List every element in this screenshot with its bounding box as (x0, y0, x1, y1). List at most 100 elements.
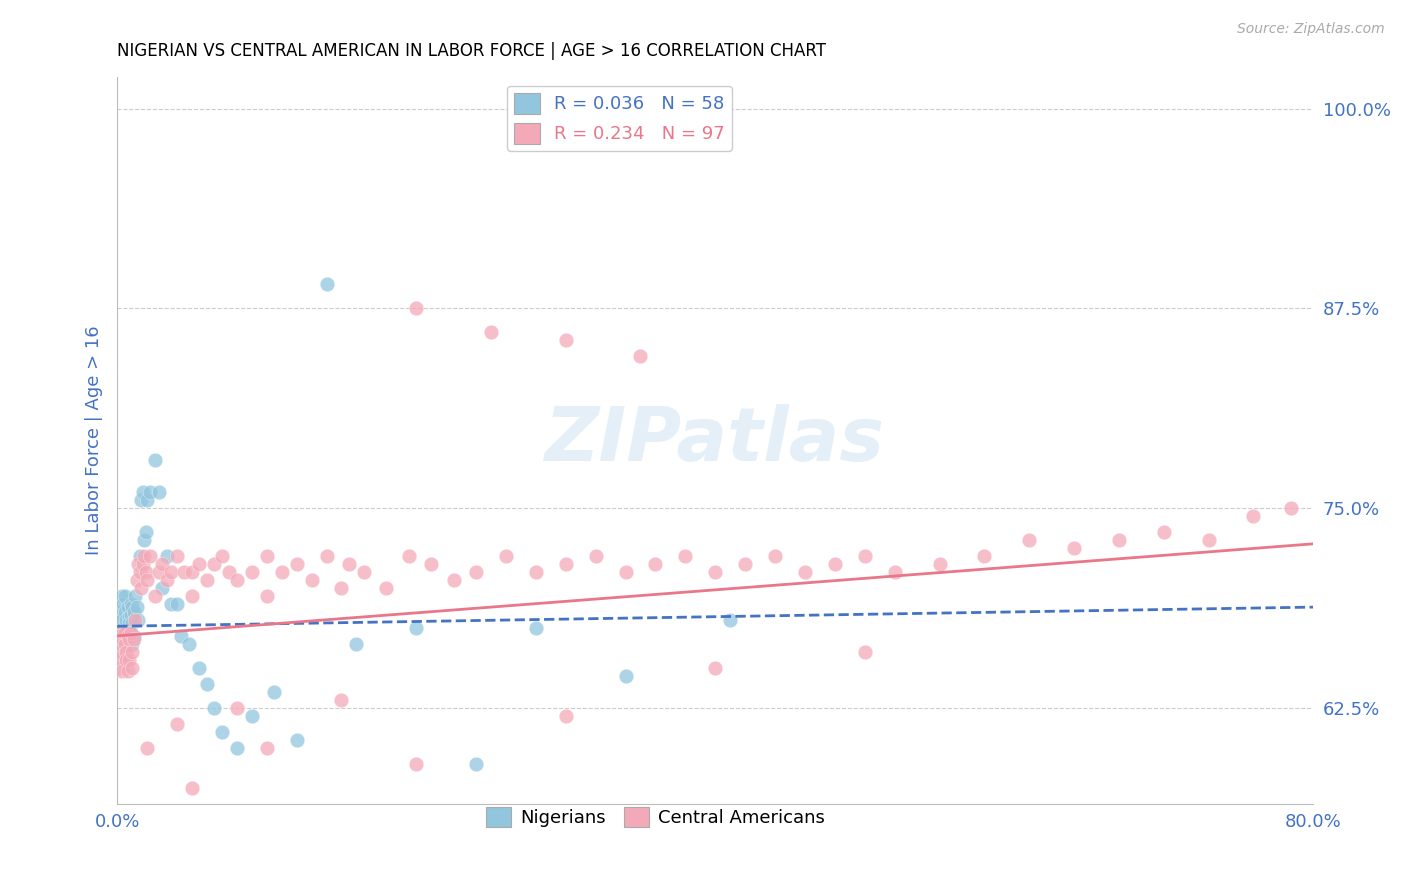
Point (121, 637, 143, 651)
Point (143, 589, 166, 603)
Point (270, 565, 292, 579)
Point (225, 700, 247, 714)
Point (225, 573, 247, 587)
Point (202, 557, 225, 571)
Point (177, 637, 200, 651)
Point (155, 573, 177, 587)
Point (763, 549, 786, 563)
Point (139, 485, 162, 500)
Point (117, 621, 139, 635)
Point (181, 589, 204, 603)
Point (166, 549, 188, 563)
Point (405, 621, 427, 635)
Point (398, 549, 420, 563)
Point (136, 573, 159, 587)
Point (285, 557, 308, 571)
Point (122, 632, 145, 646)
Point (128, 549, 150, 563)
Point (353, 565, 375, 579)
Point (673, 549, 696, 563)
Point (131, 485, 153, 500)
Point (420, 557, 443, 571)
Point (136, 493, 159, 508)
Point (118, 616, 141, 631)
Point (128, 565, 150, 579)
Point (115, 629, 138, 643)
Point (115, 645, 138, 659)
Point (107, 629, 129, 643)
Point (240, 565, 263, 579)
Point (173, 565, 195, 579)
Point (195, 677, 218, 691)
Y-axis label: In Labor Force | Age > 16: In Labor Force | Age > 16 (86, 326, 103, 555)
Point (554, 333, 576, 347)
Point (117, 629, 139, 643)
Point (125, 573, 148, 587)
Point (118, 632, 141, 646)
Point (218, 565, 240, 579)
Point (853, 645, 876, 659)
Point (129, 581, 152, 595)
Point (240, 708, 263, 723)
Point (704, 661, 727, 675)
Point (107, 661, 129, 675)
Point (129, 493, 152, 508)
Point (114, 625, 136, 640)
Point (112, 621, 135, 635)
Point (120, 608, 142, 623)
Point (188, 661, 211, 675)
Point (630, 349, 652, 363)
Point (734, 557, 756, 571)
Point (465, 756, 488, 771)
Point (405, 301, 427, 316)
Point (1108, 533, 1130, 547)
Point (1198, 533, 1220, 547)
Point (195, 573, 218, 587)
Point (114, 605, 136, 619)
Point (853, 549, 876, 563)
Point (111, 632, 134, 646)
Point (166, 716, 188, 731)
Point (111, 664, 134, 678)
Point (108, 653, 131, 667)
Point (131, 557, 153, 571)
Point (121, 600, 143, 615)
Point (315, 277, 337, 292)
Point (111, 637, 134, 651)
Point (614, 565, 637, 579)
Point (170, 629, 193, 643)
Point (135, 565, 157, 579)
Point (181, 565, 204, 579)
Point (150, 557, 173, 571)
Point (120, 597, 142, 611)
Point (1018, 533, 1040, 547)
Point (124, 613, 146, 627)
Point (136, 740, 159, 755)
Point (344, 637, 367, 651)
Point (614, 669, 637, 683)
Point (1063, 541, 1085, 555)
Point (114, 637, 136, 651)
Point (112, 597, 135, 611)
Point (375, 581, 398, 595)
Point (107, 613, 129, 627)
Point (256, 589, 278, 603)
Point (107, 637, 129, 651)
Point (111, 589, 134, 603)
Point (155, 549, 177, 563)
Point (554, 708, 576, 723)
Point (465, 565, 488, 579)
Point (443, 573, 465, 587)
Point (315, 549, 337, 563)
Point (405, 756, 427, 771)
Point (824, 557, 846, 571)
Point (120, 625, 142, 640)
Point (330, 693, 353, 707)
Point (166, 597, 188, 611)
Point (181, 780, 204, 795)
Point (202, 700, 225, 714)
Point (108, 629, 131, 643)
Point (148, 565, 170, 579)
Point (883, 565, 905, 579)
Point (118, 609, 141, 624)
